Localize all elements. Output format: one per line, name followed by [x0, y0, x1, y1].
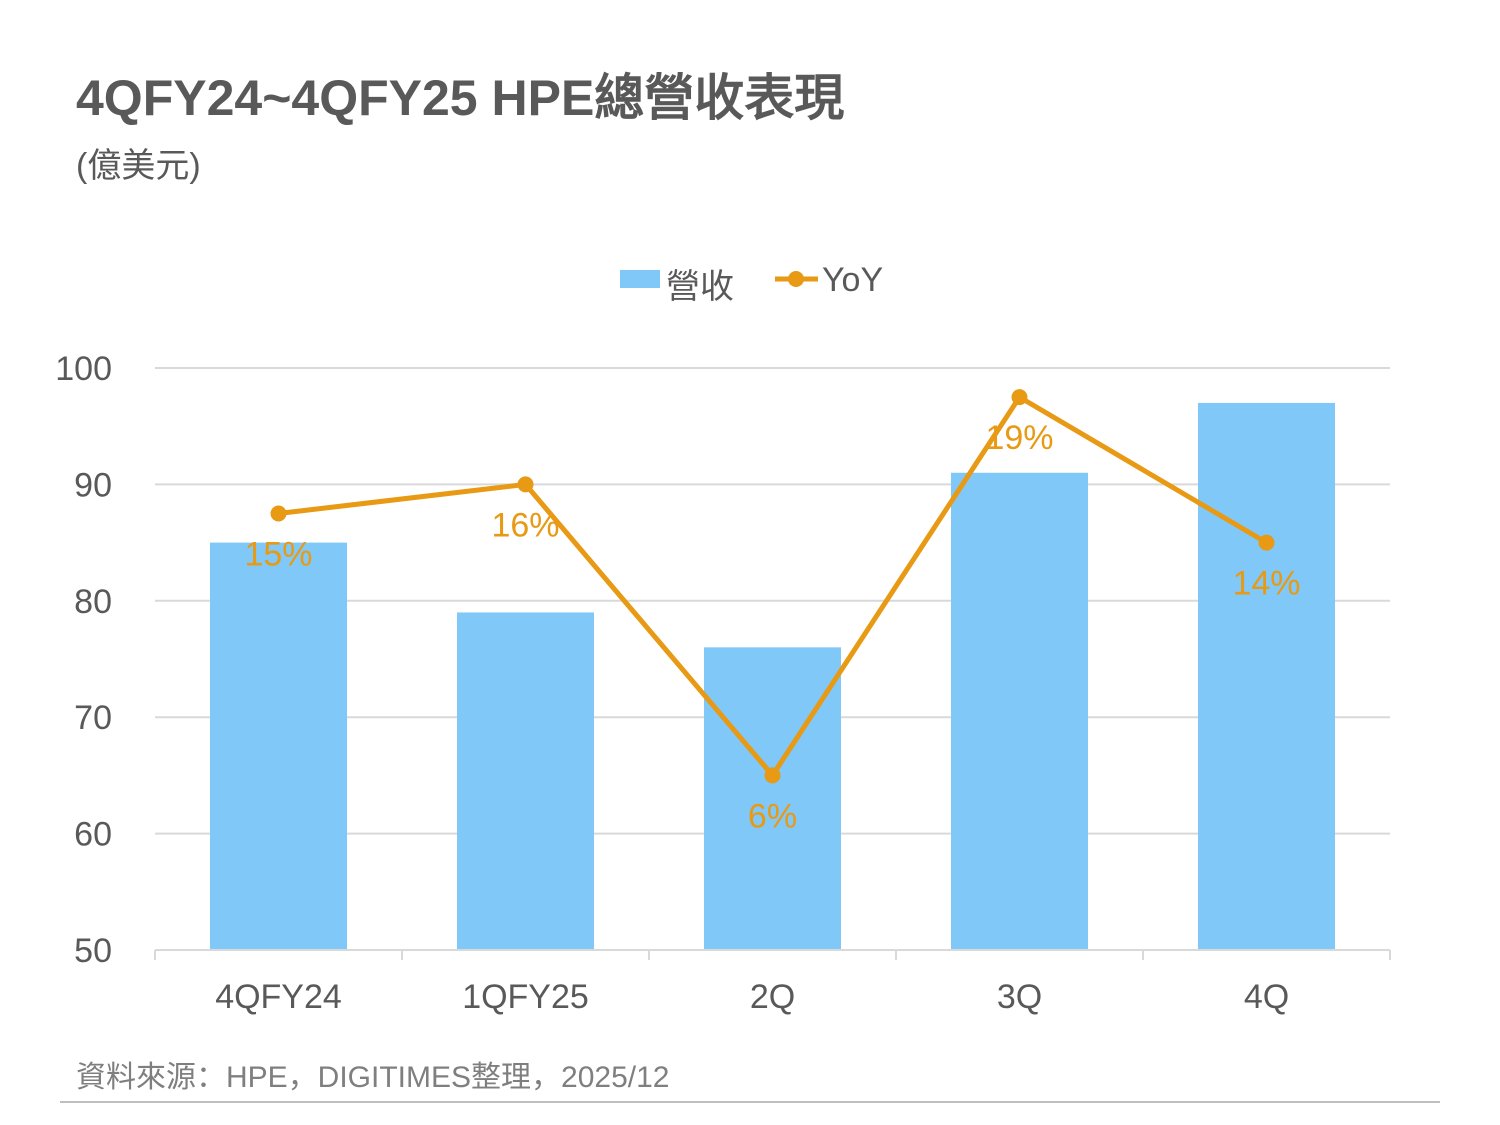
y-tick-label: 80	[74, 583, 112, 621]
yoy-data-label: 14%	[1232, 565, 1300, 603]
source-note: 資料來源：HPE，DIGITIMES整理，2025/12	[76, 1061, 670, 1094]
yoy-point	[270, 505, 287, 522]
yoy-data-label: 16%	[491, 506, 559, 544]
yoy-line	[270, 389, 1275, 784]
revenue-bar	[951, 472, 1088, 950]
yoy-data-label: 19%	[985, 419, 1053, 457]
yoy-data-label: 6%	[748, 797, 797, 835]
revenue-bars	[210, 402, 1335, 950]
legend-bar-swatch	[620, 270, 660, 288]
revenue-bar	[210, 542, 347, 950]
axes: 50 60 70 80 90 100 4QFY24 1QFY25 2Q 3Q 4Q	[55, 350, 1391, 1016]
chart-title: 4QFY24~4QFY25 HPE總營收表現	[76, 70, 845, 126]
yoy-point	[517, 476, 534, 493]
yoy-point	[1258, 534, 1275, 551]
x-category-label: 4QFY24	[215, 978, 342, 1016]
legend: 營收 YoY	[620, 261, 883, 306]
yoy-data-label: 15%	[244, 536, 312, 574]
revenue-bar	[1198, 402, 1335, 950]
chart-unit-label: (億美元)	[76, 147, 201, 185]
x-category-label: 3Q	[997, 978, 1042, 1016]
revenue-bar	[457, 612, 594, 950]
legend-yoy-label: YoY	[822, 261, 883, 299]
yoy-point	[1011, 389, 1028, 406]
yoy-data-labels: 15% 16% 6% 19% 14%	[244, 419, 1300, 835]
x-category-label: 2Q	[750, 978, 795, 1016]
legend-line-marker	[788, 271, 804, 287]
y-tick-label: 90	[74, 466, 112, 504]
y-tick-label: 60	[74, 816, 112, 854]
yoy-point	[764, 767, 781, 784]
x-category-label: 1QFY25	[462, 978, 589, 1016]
legend-revenue-label: 營收	[666, 268, 734, 306]
y-tick-label: 100	[55, 350, 112, 388]
y-tick-label: 50	[74, 932, 112, 970]
x-category-label: 4Q	[1244, 978, 1289, 1016]
y-tick-label: 70	[74, 699, 112, 737]
bottom-divider	[60, 1101, 1440, 1103]
revenue-bar	[704, 647, 841, 950]
